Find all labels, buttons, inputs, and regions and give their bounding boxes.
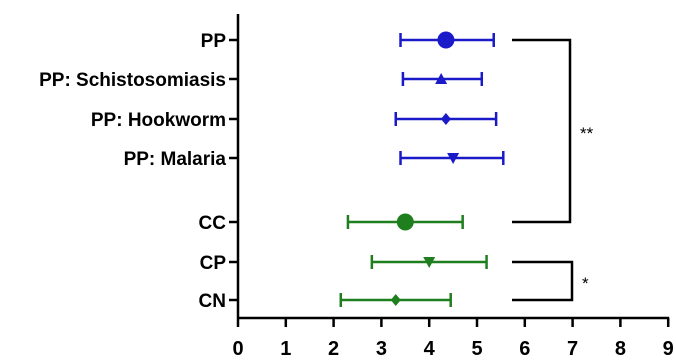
row-label: CN [199,291,226,312]
x-tick-label: 8 [615,338,626,360]
x-tick-label: 1 [280,338,291,360]
x-tick-label: 5 [471,338,482,360]
significance-label: ** [580,124,594,143]
row-pp-malaria [399,151,505,165]
row-label: CP [200,253,227,274]
x-tick-label: 6 [519,338,530,360]
mean-marker [440,113,451,125]
bracket-line [512,260,574,302]
mean-marker [435,73,448,84]
mean-marker [447,153,460,164]
row-label: PP: Malaria [124,149,227,170]
x-tick-label: 7 [567,338,578,360]
x-tick-label: 2 [328,338,339,360]
axes: 0 1 2 3 4 5 6 7 8 9 PP PP: Schistosomiasis PP: Hookw… [39,14,674,360]
significance-brackets: *** [512,38,594,302]
bracket-line [512,38,572,224]
row-pp-schistosomiasis [401,72,484,86]
x-tick-label: 0 [232,338,243,360]
significance-label: * [582,274,589,293]
row-label: PP: Hookworm [91,110,226,131]
row-label: PP [201,31,227,52]
row-label: CC [199,213,227,234]
row-pp [399,31,495,49]
row-pp-hookworm [394,112,498,126]
mean-marker [390,294,401,306]
significance-bracket: * [512,260,589,302]
mean-marker [437,31,455,49]
significance-bracket: ** [512,38,594,224]
row-cn [339,293,452,307]
row-cc [346,213,464,231]
x-tick-label: 3 [376,338,387,360]
row-cp [370,255,488,269]
x-tick-label: 4 [424,338,436,360]
x-tick-label: 9 [663,338,674,360]
data-rows [339,31,505,307]
row-label: PP: Schistosomiasis [39,70,226,91]
mean-marker [423,257,436,268]
mean-marker [396,213,414,231]
